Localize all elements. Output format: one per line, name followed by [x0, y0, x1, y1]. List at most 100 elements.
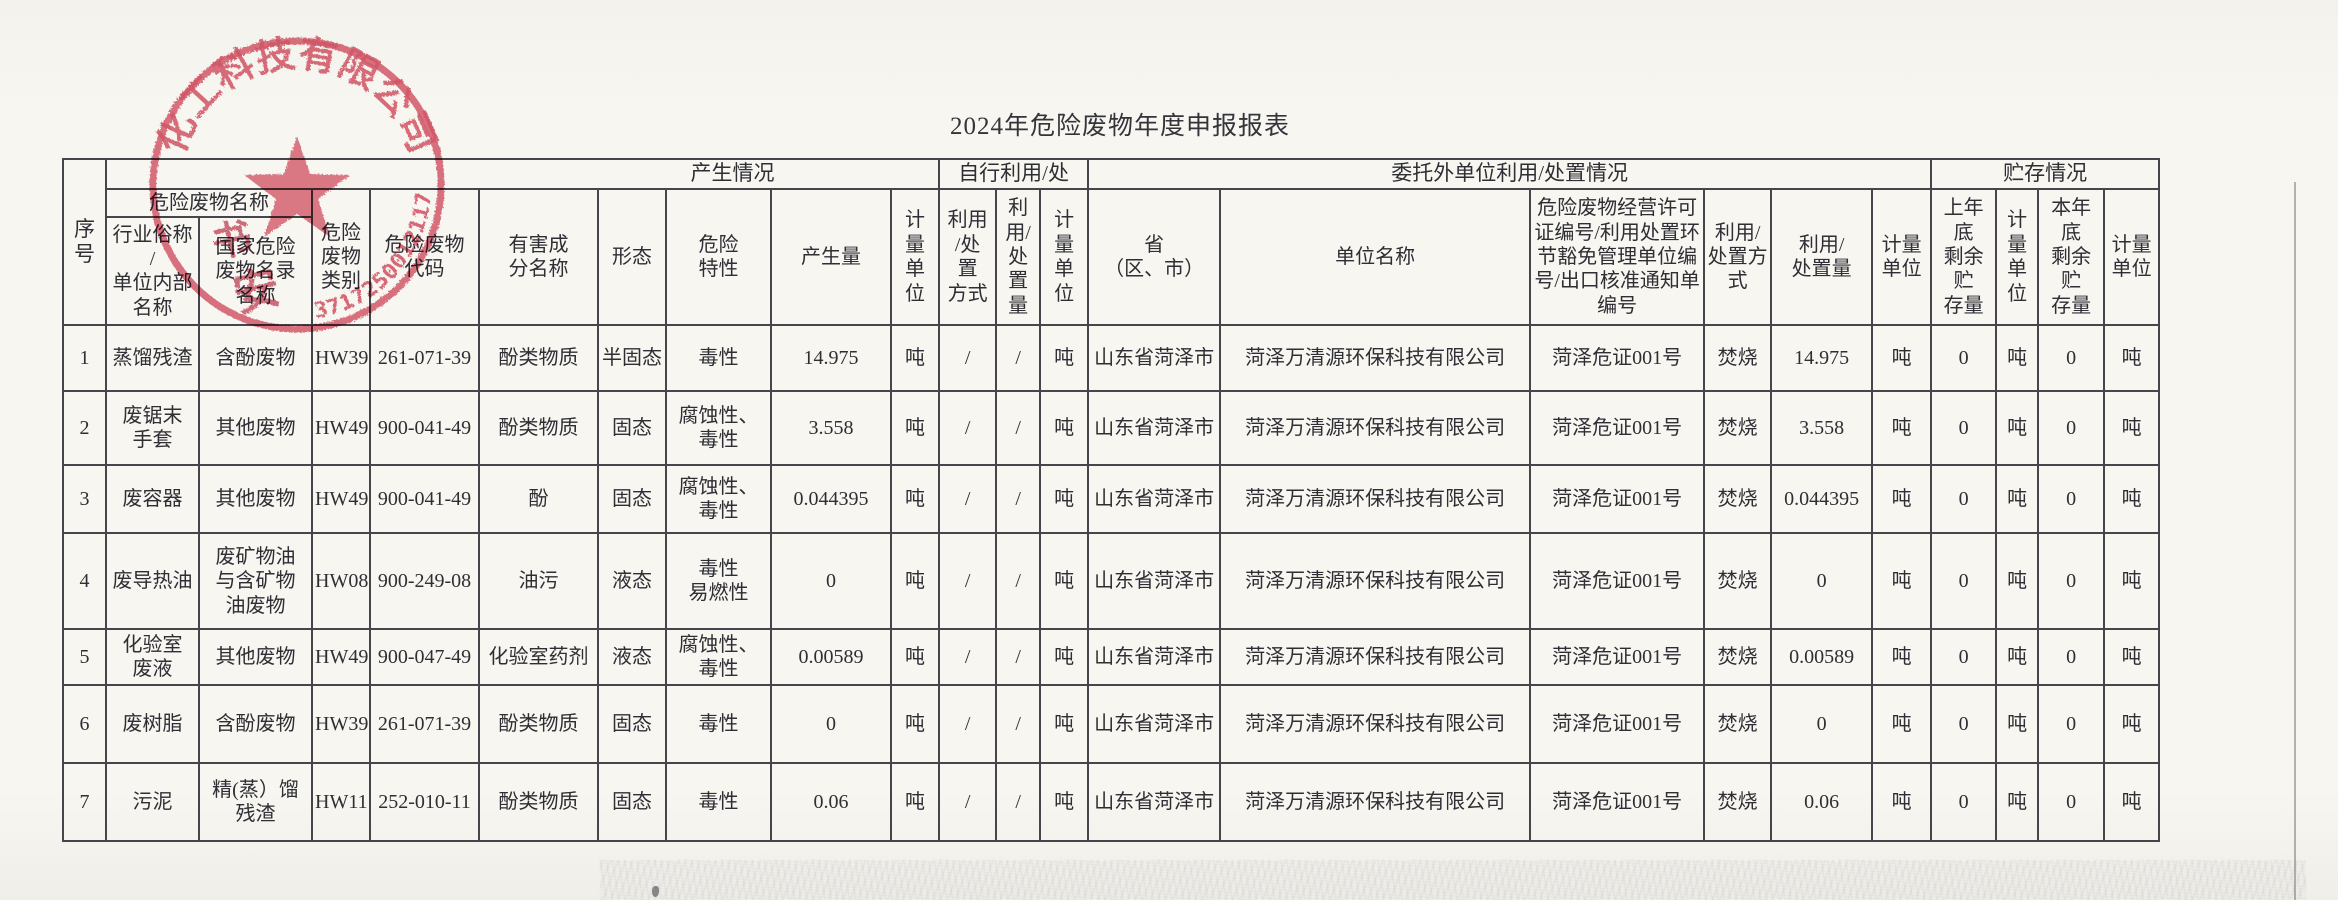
table-cell: /	[995, 684, 1042, 765]
table-cell: 吨	[1995, 464, 2040, 535]
table-cell: 山东省菏泽市	[1087, 390, 1222, 467]
table-cell: 酚类物质	[478, 762, 599, 843]
table-cell: 半固态	[597, 324, 667, 393]
table-row: 4 废导热油 废矿物油 与含矿物 油废物 HW08 900-249-08 油污 液态 毒性 易…	[62, 532, 2161, 631]
table-cell: 900-047-49	[369, 628, 480, 687]
table-cell: 废导热油	[105, 532, 200, 631]
table-cell: /	[938, 684, 998, 765]
table-cell: HW49	[311, 628, 371, 687]
table-cell: 14.975	[1770, 324, 1874, 393]
table-cell: 废矿物油 与含矿物 油废物	[198, 532, 313, 631]
table-cell: 0	[770, 532, 892, 631]
table-cell: 菏泽危证001号	[1529, 532, 1706, 631]
company-seal-stamp: 化工科技有限公司 3717250012117 书 安	[149, 33, 445, 333]
table-cell: 腐蚀性、 毒性	[665, 390, 772, 467]
table-row: 7 污泥 精(蒸）馏 残渣 HW11 252-010-11 酚类物质 固态 毒性 0.06 吨 / /…	[62, 762, 2161, 843]
scan-edge-line	[2294, 182, 2296, 900]
table-cell: 3	[62, 464, 107, 535]
table-cell: 吨	[1995, 324, 2040, 393]
table-cell: 菏泽危证001号	[1529, 628, 1706, 687]
table-cell: 吨	[1039, 324, 1090, 393]
table-row: 3 废容器 其他废物 HW49 900-041-49 酚固态 腐蚀性、 毒性 0.044395…	[62, 464, 2161, 535]
table-cell: 0.044395	[770, 464, 892, 535]
table-cell: 吨	[889, 532, 941, 631]
stamp-star-icon	[244, 136, 350, 237]
table-cell: 0	[1930, 628, 1998, 687]
table-cell: 酚类物质	[478, 390, 599, 467]
table-cell: 污泥	[105, 762, 200, 843]
table-cell: 菏泽万清源环保科技有限公司	[1219, 628, 1532, 687]
table-cell: 0	[1770, 532, 1874, 631]
table-cell: 焚烧	[1703, 464, 1773, 535]
scan-noise-band	[600, 860, 2306, 900]
col-header-hazard-trait: 危险 特性	[665, 187, 772, 327]
table-cell: 菏泽万清源环保科技有限公司	[1219, 762, 1532, 843]
table-cell: 吨	[1039, 464, 1090, 535]
page-title: 2024年危险废物年度申报报表	[949, 113, 1290, 140]
group-header-produce: 产生情况	[104, 158, 941, 190]
table-cell: 菏泽危证001号	[1529, 390, 1706, 467]
table-cell: 菏泽万清源环保科技有限公司	[1219, 390, 1532, 467]
col-header-curr-year-storage: 本年 底 剩余 贮 存量	[2037, 187, 2106, 327]
table-cell: 吨	[2103, 628, 2161, 687]
table-cell: 菏泽危证001号	[1529, 464, 1706, 535]
table-cell: /	[995, 324, 1042, 393]
table-cell: 0	[1930, 684, 1998, 765]
table-cell: 毒性	[665, 762, 772, 843]
table-body: 1 蒸馏残渣 含酚废物 HW39 261-071-39 酚类物质 半固态 毒性 14.975 吨 /…	[62, 324, 2161, 843]
col-header-unit-e: 计量 单位	[2103, 187, 2161, 327]
table-cell: 4	[62, 532, 107, 631]
table-cell: 山东省菏泽市	[1087, 628, 1222, 687]
table-cell: HW49	[311, 464, 371, 535]
table-cell: 菏泽万清源环保科技有限公司	[1219, 684, 1532, 765]
table-cell: 0.044395	[1770, 464, 1874, 535]
table-cell: 焚烧	[1703, 628, 1773, 687]
col-header-self-method: 利用 /处 置 方式	[938, 187, 998, 327]
table-cell: /	[938, 464, 998, 535]
table-cell: 焚烧	[1703, 324, 1773, 393]
col-header-unit-a: 计 量 单 位	[889, 187, 941, 327]
table-cell: 山东省菏泽市	[1087, 684, 1222, 765]
table-cell: 毒性 易燃性	[665, 532, 772, 631]
table-cell: 化验室药剂	[478, 628, 599, 687]
table-cell: 菏泽万清源环保科技有限公司	[1219, 532, 1532, 631]
table-cell: 菏泽万清源环保科技有限公司	[1219, 464, 1532, 535]
col-header-harmful-component: 有害成 分名称	[478, 187, 599, 327]
table-cell: HW11	[311, 762, 371, 843]
table-cell: 菏泽危证001号	[1529, 684, 1706, 765]
col-header-produced-amount: 产生量	[770, 187, 892, 327]
table-cell: 液态	[597, 532, 667, 631]
table-cell: 261-071-39	[369, 684, 480, 765]
table-cell: 0.00589	[770, 628, 892, 687]
table-cell: 精(蒸）馏 残渣	[198, 762, 313, 843]
table-cell: 吨	[889, 464, 941, 535]
table-cell: /	[995, 464, 1042, 535]
table-cell: 0	[1930, 390, 1998, 467]
table-cell: 吨	[889, 762, 941, 843]
table-cell: 其他废物	[198, 390, 313, 467]
table-cell: 焚烧	[1703, 684, 1773, 765]
table-cell: HW39	[311, 324, 371, 393]
table-cell: 吨	[1039, 532, 1090, 631]
table-cell: 吨	[1039, 684, 1090, 765]
table-cell: 吨	[2103, 684, 2161, 765]
table-cell: 菏泽万清源环保科技有限公司	[1219, 324, 1532, 393]
table-cell: 0	[2037, 532, 2106, 631]
table-cell: 900-041-49	[369, 390, 480, 467]
table-cell: 含酚废物	[198, 684, 313, 765]
table-cell: 山东省菏泽市	[1087, 324, 1222, 393]
table-cell: 含酚废物	[198, 324, 313, 393]
header-group-row: 序号 产生情况 自行利用/处 委托外单位利用/处置情况 贮存情况	[62, 157, 2161, 327]
table-cell: 吨	[1039, 628, 1090, 687]
table-cell: 吨	[2103, 324, 2161, 393]
table-cell: 吨	[1871, 532, 1933, 631]
table-cell: 252-010-11	[369, 762, 480, 843]
table-cell: 1	[62, 324, 107, 393]
table-cell: 焚烧	[1703, 390, 1773, 467]
table-cell: 酚类物质	[478, 684, 599, 765]
group-header-self-use: 自行利用/处	[938, 158, 1090, 190]
table-cell: 5	[62, 628, 107, 687]
table-cell: 腐蚀性、 毒性	[665, 628, 772, 687]
table-cell: 吨	[889, 628, 941, 687]
stamp-overlap-char-1: 书	[208, 214, 256, 266]
